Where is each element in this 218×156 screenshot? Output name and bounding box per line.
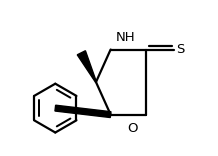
- Polygon shape: [55, 105, 111, 117]
- Text: NH: NH: [116, 31, 135, 44]
- Text: O: O: [127, 122, 138, 135]
- Text: S: S: [176, 43, 184, 56]
- Polygon shape: [77, 51, 96, 82]
